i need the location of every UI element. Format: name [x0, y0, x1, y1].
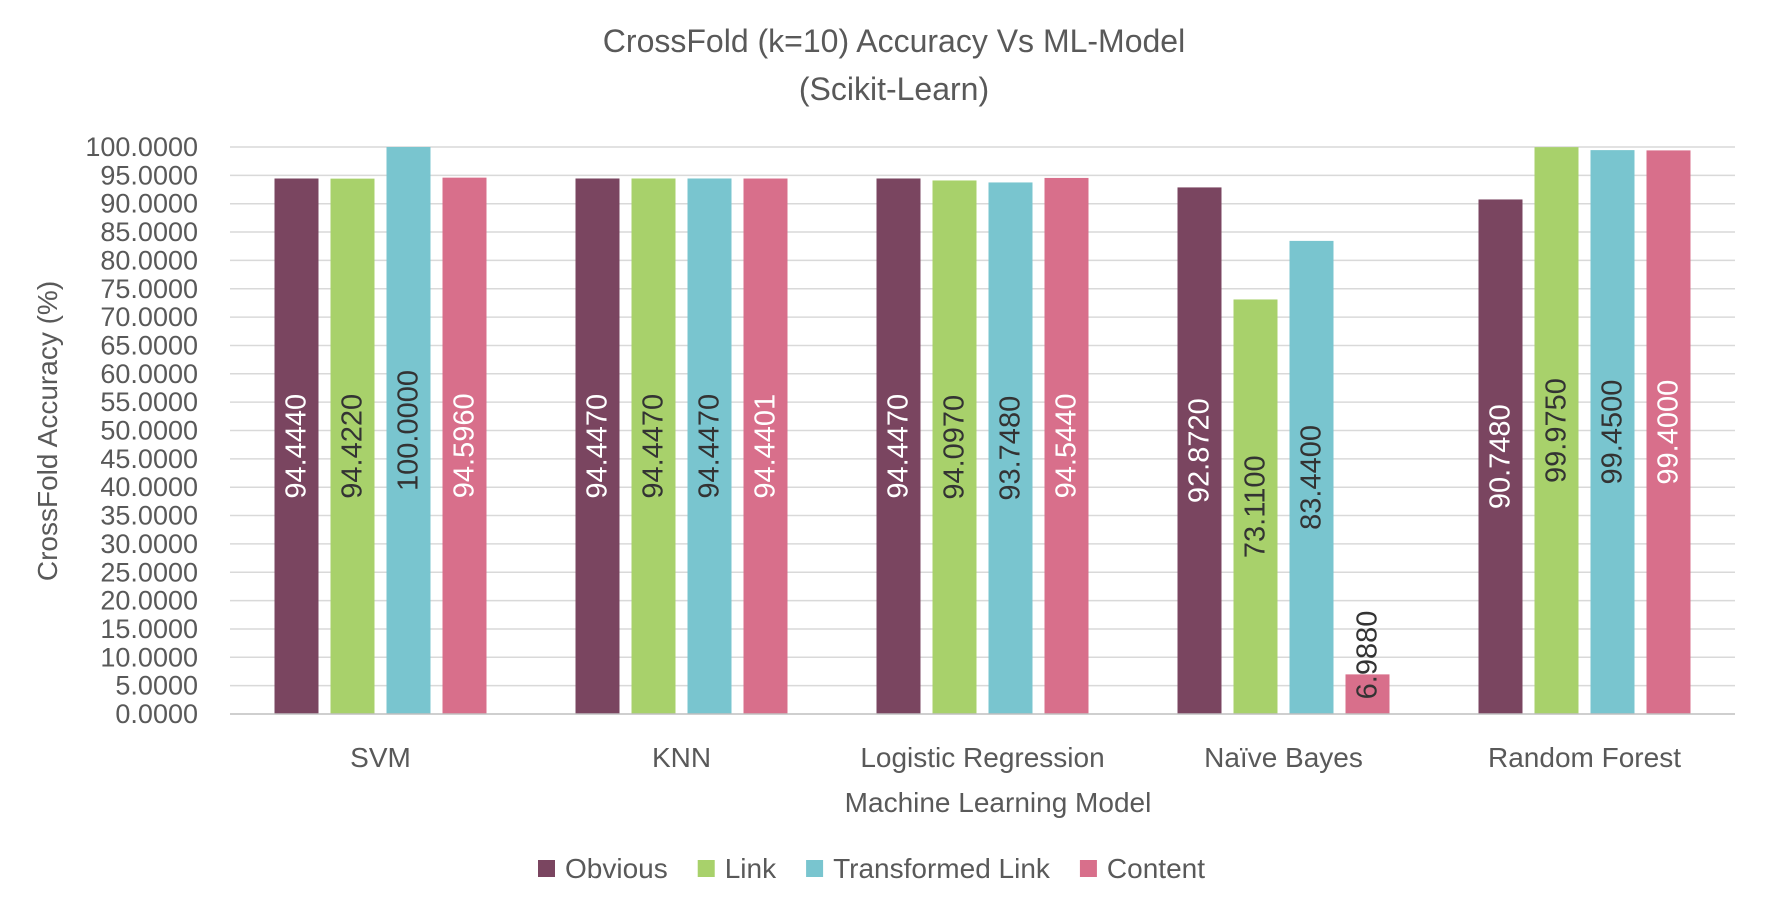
y-tick-label: 10.0000	[100, 642, 198, 672]
y-tick-label: 0.0000	[115, 699, 198, 729]
data-label: 94.4470	[638, 394, 670, 499]
y-tick-label: 90.0000	[100, 189, 198, 219]
bar	[988, 182, 1033, 714]
bar	[1590, 150, 1635, 714]
y-tick-label: 50.0000	[100, 416, 198, 446]
bar	[687, 178, 732, 715]
legend: Obvious Link Transformed Link Content	[538, 853, 1205, 884]
y-tick-label: 25.0000	[100, 557, 198, 587]
legend-swatch	[806, 860, 824, 877]
y-tick-label: 70.0000	[100, 302, 198, 332]
x-category-label: KNN	[652, 742, 711, 773]
bar	[1177, 187, 1222, 714]
y-axis-ticks: 0.00005.000010.000015.000020.000025.0000…	[85, 132, 198, 729]
x-axis-categories: SVM KNN Logistic Regression Naïve Bayes Rand…	[350, 742, 1681, 773]
bar	[1044, 177, 1089, 714]
bar	[330, 178, 375, 714]
data-label: 94.4470	[582, 394, 614, 499]
bar	[743, 178, 788, 714]
legend-swatch	[538, 860, 555, 877]
y-tick-label: 30.0000	[100, 529, 198, 559]
bar	[575, 178, 620, 715]
data-label: 94.5960	[449, 393, 481, 498]
bar	[1646, 150, 1691, 715]
y-tick-label: 35.0000	[100, 501, 198, 531]
x-category-label: SVM	[350, 742, 411, 773]
data-labels: 94.4440 94.4220 100.0000 94.5960 94.4470 94.4…	[281, 370, 1685, 699]
data-label: 94.5440	[1051, 394, 1083, 499]
bar	[1233, 299, 1278, 714]
y-tick-label: 80.0000	[100, 245, 198, 275]
chart-title: CrossFold (k=10) Accuracy Vs ML-Model	[603, 23, 1185, 59]
bar	[274, 178, 319, 715]
y-tick-label: 5.0000	[115, 671, 198, 701]
y-tick-label: 45.0000	[100, 444, 198, 474]
x-category-label: Random Forest	[1488, 742, 1681, 773]
x-category-label: Naïve Bayes	[1204, 742, 1363, 773]
data-label: 99.9750	[1541, 378, 1573, 483]
legend-label: Transformed Link	[833, 853, 1051, 884]
chart-subtitle: (Scikit-Learn)	[799, 71, 989, 107]
bar	[1534, 147, 1579, 715]
y-tick-label: 75.0000	[100, 274, 198, 304]
legend-label: Link	[725, 853, 777, 884]
x-axis-title: Machine Learning Model	[845, 787, 1152, 818]
legend-label: Content	[1107, 853, 1205, 884]
y-tick-label: 65.0000	[100, 330, 198, 360]
data-label: 99.4500	[1597, 380, 1629, 485]
data-label: 94.0970	[939, 395, 971, 500]
bar	[1478, 199, 1523, 714]
data-label: 90.7480	[1485, 404, 1517, 509]
y-tick-label: 85.0000	[100, 217, 198, 247]
bar	[876, 178, 921, 715]
bar	[442, 177, 487, 714]
bar	[1289, 240, 1334, 714]
bar	[932, 180, 977, 714]
y-tick-label: 40.0000	[100, 472, 198, 502]
y-tick-label: 95.0000	[100, 160, 198, 190]
data-label: 6.9880	[1352, 611, 1384, 700]
bar	[631, 178, 676, 715]
data-label: 100.0000	[393, 370, 425, 491]
data-label: 94.4470	[694, 394, 726, 499]
data-label: 94.4440	[281, 394, 313, 499]
data-label: 93.7480	[995, 396, 1027, 501]
x-category-label: Logistic Regression	[860, 742, 1104, 773]
bars	[274, 147, 1691, 715]
y-tick-label: 15.0000	[100, 614, 198, 644]
legend-label: Obvious	[565, 853, 668, 884]
data-label: 83.4400	[1296, 425, 1328, 530]
bar	[1345, 674, 1390, 714]
data-label: 94.4470	[883, 394, 915, 499]
data-label: 94.4401	[750, 394, 782, 499]
y-axis-title: CrossFold Accuracy (%)	[32, 281, 63, 581]
legend-swatch	[697, 860, 715, 877]
data-label: 99.4000	[1653, 380, 1685, 485]
y-tick-label: 55.0000	[100, 387, 198, 417]
bar	[386, 147, 431, 714]
legend-swatch	[1079, 860, 1097, 877]
data-label: 92.8720	[1184, 398, 1216, 503]
y-tick-label: 20.0000	[100, 586, 198, 616]
data-label: 94.4220	[337, 394, 369, 499]
y-tick-label: 100.0000	[85, 132, 198, 162]
data-label: 73.1100	[1240, 455, 1272, 558]
y-tick-label: 60.0000	[100, 359, 198, 389]
